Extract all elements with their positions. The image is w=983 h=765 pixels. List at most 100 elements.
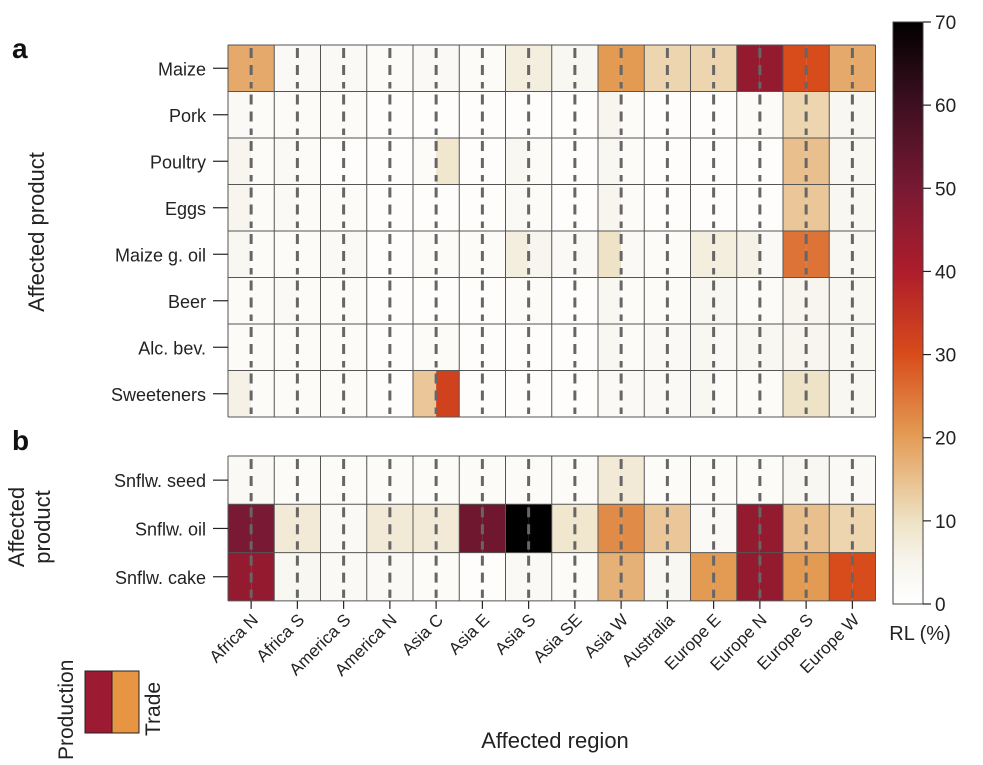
cell-production — [736, 231, 760, 278]
cell-trade — [343, 184, 367, 231]
cell-production — [413, 184, 437, 231]
cell-production — [690, 277, 714, 324]
panel-a-label: a — [12, 33, 28, 64]
cell-production — [366, 456, 390, 505]
panel-a-cells — [227, 44, 876, 418]
cell-trade — [574, 456, 598, 505]
product-label: Snflw. oil — [135, 519, 206, 539]
production-trade-legend: Production Trade — [55, 660, 165, 760]
cell-production — [320, 45, 344, 92]
cell-production — [644, 231, 668, 278]
panel-b-ylabel-line1: Affected — [4, 487, 29, 567]
cell-production — [366, 370, 390, 417]
cell-production — [320, 456, 344, 505]
cell-trade — [667, 370, 691, 417]
cell-production — [366, 91, 390, 138]
cell-trade — [713, 324, 737, 371]
cell-trade — [667, 231, 691, 278]
cell-trade — [806, 552, 830, 601]
cell-trade — [482, 324, 506, 371]
cell-production — [551, 184, 575, 231]
cell-production — [551, 231, 575, 278]
cell-trade — [389, 504, 413, 553]
cell-production — [228, 370, 252, 417]
cell-trade — [251, 45, 275, 92]
cell-production — [829, 231, 853, 278]
cell-trade — [343, 277, 367, 324]
cell-trade — [436, 91, 460, 138]
cell-trade — [852, 231, 876, 278]
cell-trade — [621, 138, 645, 185]
cell-trade — [343, 324, 367, 371]
legend-production-swatch — [84, 670, 113, 734]
cell-trade — [621, 324, 645, 371]
cell-trade — [389, 91, 413, 138]
colorbar-tick-label: 30 — [935, 346, 956, 367]
cell-production — [829, 324, 853, 371]
cell-trade — [251, 277, 275, 324]
cell-production — [551, 91, 575, 138]
product-label: Snflw. cake — [115, 568, 206, 588]
cell-trade — [251, 504, 275, 553]
cell-trade — [574, 45, 598, 92]
colorbar-tick-label: 20 — [935, 429, 956, 450]
cell-trade — [667, 91, 691, 138]
cell-trade — [713, 504, 737, 553]
panel-b-cells — [227, 455, 876, 602]
panel-a: a Affected product MaizePorkPoultryEggsM… — [12, 33, 876, 418]
cell-trade — [852, 370, 876, 417]
cell-trade — [806, 370, 830, 417]
cell-production — [228, 552, 252, 601]
colorbar-ticks: 0 10 20 30 40 50 60 70 — [923, 13, 956, 616]
cell-trade — [806, 504, 830, 553]
cell-production — [783, 138, 807, 185]
cell-trade — [852, 324, 876, 371]
cell-production — [598, 277, 622, 324]
cell-production — [644, 456, 668, 505]
cell-trade — [436, 504, 460, 553]
cell-trade — [528, 138, 552, 185]
cell-production — [598, 91, 622, 138]
cell-production — [551, 277, 575, 324]
panel-b-product-labels: Snflw. seed Snflw. oil Snflw. cake — [114, 471, 228, 588]
cell-production — [413, 91, 437, 138]
cell-production — [551, 370, 575, 417]
cell-trade — [528, 277, 552, 324]
product-label: Poultry — [150, 152, 206, 172]
cell-production — [505, 504, 529, 553]
cell-trade — [436, 184, 460, 231]
cell-trade — [759, 277, 783, 324]
cell-trade — [528, 184, 552, 231]
cell-trade — [621, 231, 645, 278]
cell-production — [829, 277, 853, 324]
cell-production — [459, 138, 483, 185]
cell-production — [644, 277, 668, 324]
cell-trade — [436, 231, 460, 278]
cell-production — [783, 370, 807, 417]
cell-trade — [436, 138, 460, 185]
cell-production — [228, 45, 252, 92]
cell-trade — [713, 277, 737, 324]
cell-trade — [528, 552, 552, 601]
cell-trade — [251, 184, 275, 231]
cell-trade — [297, 91, 321, 138]
cell-trade — [667, 45, 691, 92]
cell-production — [228, 456, 252, 505]
legend-production-label: Production — [55, 660, 78, 760]
cell-production — [598, 552, 622, 601]
cell-production — [366, 138, 390, 185]
cell-production — [690, 138, 714, 185]
cell-production — [783, 45, 807, 92]
cell-trade — [759, 91, 783, 138]
cell-production — [459, 91, 483, 138]
cell-production — [783, 456, 807, 505]
cell-production — [274, 231, 298, 278]
cell-production — [644, 552, 668, 601]
cell-trade — [343, 456, 367, 505]
cell-production — [459, 231, 483, 278]
cell-trade — [343, 504, 367, 553]
cell-production — [598, 138, 622, 185]
cell-trade — [436, 324, 460, 371]
cell-trade — [806, 45, 830, 92]
